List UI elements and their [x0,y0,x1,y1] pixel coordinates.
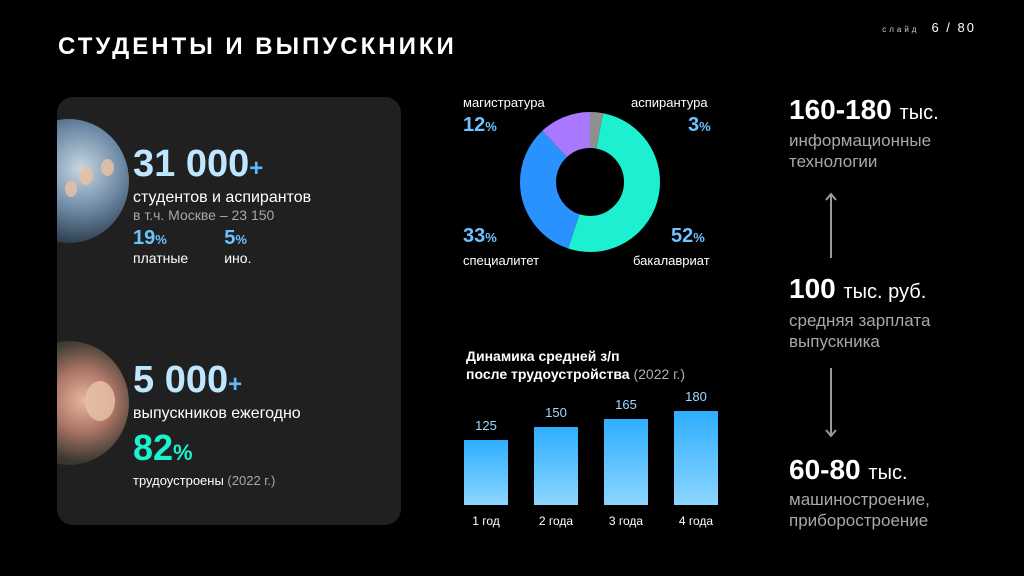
paid-pct: 19 [133,227,156,249]
salary-top: 160-180 тыс. [789,94,939,125]
salary-bar [534,426,578,505]
students-plus: + [249,155,264,182]
programs-donut-chart [520,112,660,252]
employed-pct: 82 [133,427,174,468]
salary-bar [674,411,718,505]
salary-bottom-desc: машиностроение, приборостроение [789,490,930,530]
salary-bottom: 60-80 тыс. [789,454,908,485]
students-count: 31 000 [133,143,250,185]
graduate-photo [57,341,129,465]
graduates-stat: 5 000+ выпускников ежегодно 82% трудоуст… [133,359,301,488]
students-label: студентов и аспирантов [133,189,312,206]
aspirantura-pct: 3% [688,114,711,136]
salary-mid-desc: средняя зарплата выпускника [789,311,931,351]
graduates-count: 5 000 [133,359,229,401]
graduates-plus: + [228,371,243,398]
salary-bar-value: 125 [475,417,497,433]
graduates-label: выпускников ежегодно [133,405,301,422]
arrow-down-icon [825,368,837,438]
students-stat: 31 000+ студентов и аспирантов в т.ч. Мо… [133,143,312,266]
donut-slice-3 [520,112,660,252]
stats-card: 31 000+ студентов и аспирантов в т.ч. Мо… [57,97,401,525]
aspirantura-label: аспирантура [631,95,708,110]
foreign-pct: 5 [224,227,236,249]
slide-label: слайд [882,25,920,34]
salary-mid: 100 тыс. руб. [789,273,927,304]
paid-label: платные [133,250,189,266]
specialitet-pct: 33% [463,225,497,247]
salary-bar-category: 4 года [678,514,714,528]
foreign-label: ино. [224,250,252,266]
salary-bar-category: 3 года [608,514,644,528]
magistratura-label: магистратура [463,95,545,110]
salary-bar [604,418,648,505]
specialitet-label: специалитет [463,253,540,268]
bakalavriat-pct: 52% [671,225,705,247]
employed-label: трудоустроены [133,473,224,488]
salary-top-desc: информационные технологии [789,131,932,171]
students-photo [57,119,129,243]
salary-bar [464,439,508,505]
salary-chart-title: Динамика средней з/п после трудоустройст… [466,348,686,382]
salary-bar-value: 165 [615,396,637,412]
salary-bar-value: 150 [545,404,567,420]
magistratura-pct: 12% [463,114,497,136]
employed-year: (2022 г.) [227,473,276,488]
slide-indicator: слайд 6 / 80 [882,20,976,35]
page-title: СТУДЕНТЫ И ВЫПУСКНИКИ [58,33,457,60]
salary-bar-category: 2 года [538,514,574,528]
salary-bar-category: 1 год [472,514,500,528]
donut-slice-1 [520,112,660,252]
donut-slice-2 [520,112,660,252]
bakalavriat-label: бакалавриат [633,253,710,268]
salary-bar-value: 180 [685,389,707,404]
students-moscow: в т.ч. Москве – 23 150 [133,207,275,223]
arrow-up-icon [825,192,837,258]
slide-number: 6 / 80 [931,20,976,35]
